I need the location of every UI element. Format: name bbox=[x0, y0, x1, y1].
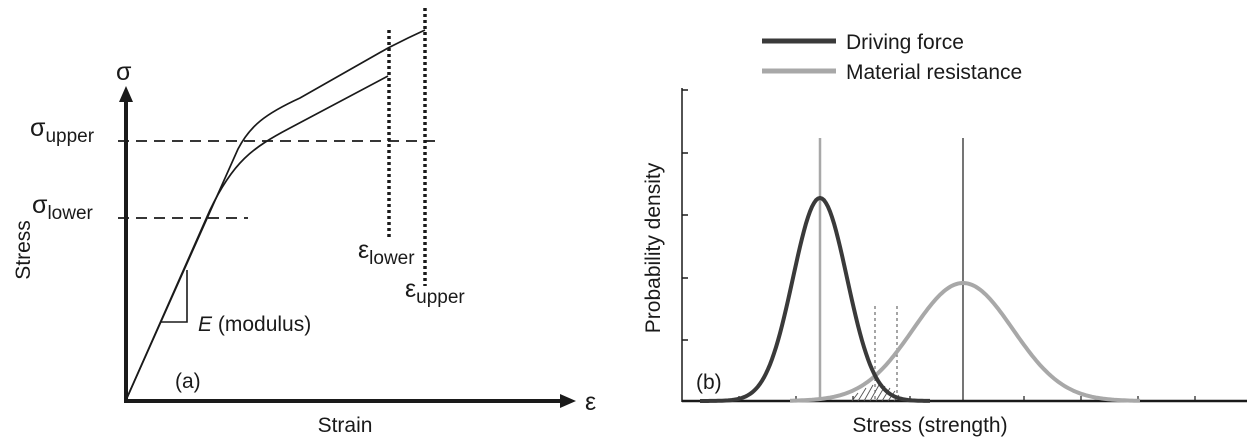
hatch-line bbox=[857, 387, 867, 402]
hatch-line bbox=[863, 384, 874, 402]
panel-a-x-symbol: ε bbox=[585, 388, 596, 416]
panel-b-label: (b) bbox=[696, 371, 722, 394]
panel-a-y-axis-label: Stress bbox=[12, 220, 35, 280]
hatch-line bbox=[851, 392, 859, 402]
panel-a-x-arrowhead bbox=[560, 394, 576, 408]
modulus-label: E (modulus) bbox=[198, 313, 311, 336]
sigma-lower-label: σlower bbox=[32, 191, 94, 224]
hatch-line bbox=[881, 387, 891, 402]
lower-stress-strain-curve bbox=[125, 75, 389, 401]
legend-label-driving-force: Driving force bbox=[846, 31, 964, 54]
upper-stress-strain-curve bbox=[125, 29, 426, 401]
panel-a: σ ε σupper σlower εlower εupper E (modul… bbox=[12, 8, 596, 437]
panel-a-label: (a) bbox=[175, 370, 201, 393]
panel-b-y-axis-label: Probability density bbox=[642, 162, 665, 333]
epsilon-upper-label: εupper bbox=[405, 275, 465, 308]
panel-a-y-symbol: σ bbox=[116, 58, 132, 86]
legend: Driving force Material resistance bbox=[762, 31, 1022, 84]
legend-label-material-resistance: Material resistance bbox=[846, 61, 1022, 84]
panel-b-y-ticks bbox=[682, 89, 688, 341]
panel-b-x-axis-label: Stress (strength) bbox=[852, 414, 1007, 437]
panel-a-y-arrowhead bbox=[119, 86, 133, 102]
panel-a-x-axis-label: Strain bbox=[318, 414, 373, 437]
driving-force-curve bbox=[700, 195, 930, 403]
panel-b: Driving force Material resistance (b) Pr… bbox=[642, 31, 1247, 437]
modulus-slope-triangle bbox=[160, 270, 188, 323]
material-resistance-curve bbox=[790, 281, 1141, 403]
sigma-upper-label: σupper bbox=[30, 114, 95, 147]
epsilon-lower-label: εlower bbox=[358, 236, 415, 269]
